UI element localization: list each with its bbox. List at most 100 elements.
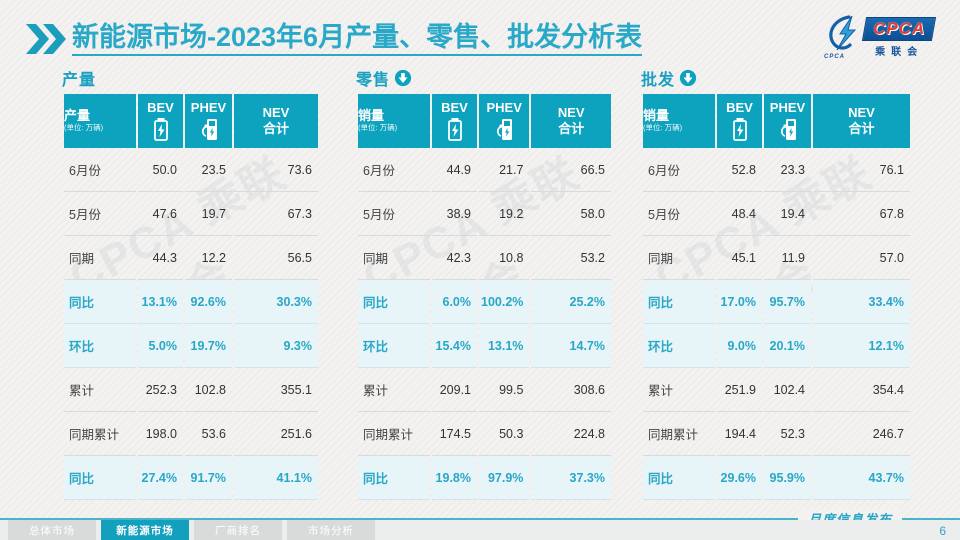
cell-bev: 13.1% (138, 280, 183, 324)
row-label: 5月份 (358, 192, 430, 236)
tab-manufacturer-ranking[interactable]: 厂商排名 (194, 520, 282, 540)
cell-nev: 33.4% (813, 280, 910, 324)
page-title-highlight: 新能源市场 (72, 22, 207, 52)
tab-market-analysis[interactable]: 市场分析 (287, 520, 375, 540)
charger-icon (497, 118, 513, 140)
row-label: 同比 (643, 280, 715, 324)
cell-phev: 19.7% (185, 324, 232, 368)
tab-overall-market[interactable]: 总体市场 (8, 520, 96, 540)
header-unit: (单位: 万辆) (643, 123, 683, 133)
table-row-highlight: 同比 27.4% 91.7% 41.1% (64, 456, 318, 500)
row-label: 同期 (64, 236, 136, 280)
table-row: 同期累计 198.0 53.6 251.6 (64, 412, 318, 456)
row-label: 同期累计 (358, 412, 430, 456)
cell-bev: 6.0% (432, 280, 477, 324)
table-row: 累计 252.3 102.8 355.1 (64, 368, 318, 412)
section-head-retail: 零售 (356, 66, 613, 90)
battery-icon (447, 117, 462, 141)
cell-phev: 19.7 (185, 192, 232, 236)
table-row-highlight: 同比 29.6% 95.9% 43.7% (643, 456, 910, 500)
cell-phev: 23.5 (185, 148, 232, 192)
cell-bev: 52.8 (717, 148, 762, 192)
cell-phev: 21.7 (479, 148, 530, 192)
header-unit: (单位: 万辆) (64, 123, 104, 133)
cell-bev: 174.5 (432, 412, 477, 456)
row-label: 同期累计 (64, 412, 136, 456)
phev-label: PHEV (769, 100, 806, 116)
tab-nev-market[interactable]: 新能源市场 (101, 520, 189, 540)
row-label: 同比 (643, 456, 715, 500)
cell-nev: 12.1% (813, 324, 910, 368)
cell-bev: 15.4% (432, 324, 477, 368)
cell-nev: 308.6 (531, 368, 611, 412)
cell-bev: 44.3 (138, 236, 183, 280)
header-label: 产量 (64, 107, 91, 123)
table-row-highlight: 同比 19.8% 97.9% 37.3% (358, 456, 611, 500)
table-row: 同期累计 194.4 52.3 246.7 (643, 412, 910, 456)
nev-label-line1: NEV (848, 104, 875, 120)
charger-icon (201, 118, 217, 140)
cell-phev: 12.2 (185, 236, 232, 280)
cell-nev: 37.3% (531, 456, 611, 500)
cell-bev: 44.9 (432, 148, 477, 192)
cpca-sub-label: 乘联会 (875, 46, 924, 58)
cell-phev: 13.1% (479, 324, 530, 368)
cell-bev: 251.9 (717, 368, 762, 412)
table-row: 6月份 50.0 23.5 73.6 (64, 148, 318, 192)
table-row: 6月份 44.9 21.7 66.5 (358, 148, 611, 192)
page-number: 6 (939, 524, 946, 538)
section-head-production: 产量 (62, 66, 320, 90)
cell-bev: 9.0% (717, 324, 762, 368)
cell-nev: 66.5 (531, 148, 611, 192)
cell-bev: 45.1 (717, 236, 762, 280)
phev-label: PHEV (190, 100, 227, 116)
page-title: 新能源市场-2023年6月产量、零售、批发分析表 (72, 22, 643, 57)
row-label: 同期累计 (643, 412, 715, 456)
cell-nev: 58.0 (531, 192, 611, 236)
header-row: 销量 (单位: 万辆) BEV PHEV NEV 合计 (358, 94, 611, 148)
double-chevron-icon (26, 24, 66, 55)
cell-phev: 23.3 (764, 148, 811, 192)
cell-nev: 76.1 (813, 148, 910, 192)
section-title: 产量 (62, 72, 97, 89)
cell-nev: 251.6 (234, 412, 318, 456)
row-label: 同比 (358, 280, 430, 324)
cell-bev: 27.4% (138, 456, 183, 500)
table-row: 同期累计 174.5 50.3 224.8 (358, 412, 611, 456)
row-label: 同期 (643, 236, 715, 280)
row-label: 同比 (64, 456, 136, 500)
bev-label: BEV (441, 100, 468, 116)
cell-bev: 29.6% (717, 456, 762, 500)
cell-bev: 252.3 (138, 368, 183, 412)
cell-nev: 354.4 (813, 368, 910, 412)
table-row-highlight: 环比 5.0% 19.7% 9.3% (64, 324, 318, 368)
row-label: 环比 (358, 324, 430, 368)
header-unit-cell: 销量 (单位: 万辆) (643, 94, 715, 148)
bev-label: BEV (147, 100, 174, 116)
header-nev-cell: NEV 合计 (531, 94, 611, 148)
header-label: 销量 (358, 107, 385, 123)
cpca-logo: CPCA CPCA 乘联会 (822, 13, 940, 61)
row-label: 6月份 (643, 148, 715, 192)
header-nev-cell: NEV 合计 (813, 94, 910, 148)
section-title: 批发 (641, 72, 676, 89)
cell-bev: 17.0% (717, 280, 762, 324)
table-row: 同期 45.1 11.9 57.0 (643, 236, 910, 280)
cell-phev: 10.8 (479, 236, 530, 280)
battery-icon (153, 117, 168, 141)
cell-phev: 92.6% (185, 280, 232, 324)
cell-nev: 224.8 (531, 412, 611, 456)
cell-nev: 9.3% (234, 324, 318, 368)
cell-phev: 99.5 (479, 368, 530, 412)
header-unit-cell: 产量 (单位: 万辆) (64, 94, 136, 148)
cell-phev: 97.9% (479, 456, 530, 500)
cell-nev: 73.6 (234, 148, 318, 192)
row-label: 6月份 (64, 148, 136, 192)
table-row: 累计 251.9 102.4 354.4 (643, 368, 910, 412)
cell-nev: 67.8 (813, 192, 910, 236)
down-arrow-icon (394, 69, 412, 87)
cell-nev: 246.7 (813, 412, 910, 456)
cell-bev: 47.6 (138, 192, 183, 236)
table-row-highlight: 同比 17.0% 95.7% 33.4% (643, 280, 910, 324)
cpca-logo-text: CPCA 乘联会 (861, 16, 937, 58)
